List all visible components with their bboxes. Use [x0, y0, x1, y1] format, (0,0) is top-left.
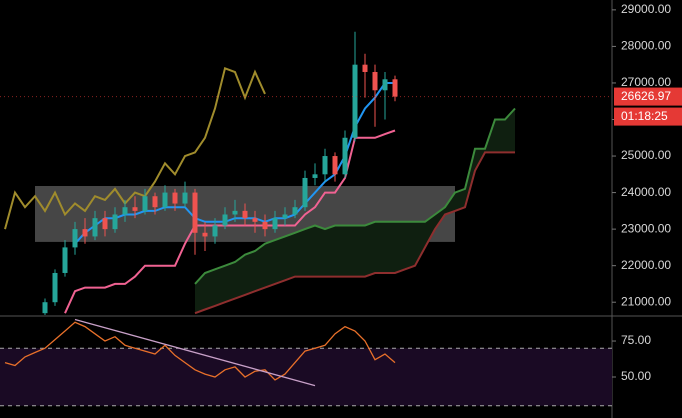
y-tick-label: 23000.00 — [621, 221, 671, 235]
candle-body — [312, 174, 318, 178]
candle-body — [92, 218, 98, 237]
candle-body — [282, 214, 288, 219]
candle-body — [52, 272, 58, 303]
candle-body — [342, 137, 348, 175]
candle-body — [102, 218, 108, 230]
y-tick-label: 29000.00 — [621, 2, 671, 16]
candle-body — [232, 210, 238, 215]
indicator-line — [194, 151, 515, 315]
candle-body — [222, 214, 228, 226]
candle-body — [152, 196, 158, 208]
indicator-line — [4, 66, 266, 230]
rsi-line — [4, 321, 396, 381]
y-tick-label: 28000.00 — [621, 39, 671, 53]
candle-body — [72, 229, 78, 248]
last-price-label: 26626.97 — [621, 89, 671, 103]
axis-layer: 21000.00 22000.00 23000.00 24000.00 25000.00… — [612, 2, 682, 383]
candle-body — [252, 218, 258, 222]
candle-body — [242, 210, 248, 219]
candle-body — [322, 156, 328, 175]
candle-body — [352, 64, 358, 138]
candle-body — [142, 196, 148, 211]
y-tick-label: 21000.00 — [621, 294, 671, 308]
candle-body — [292, 207, 298, 215]
countdown-label: 01:18:25 — [621, 109, 668, 123]
candle-body — [332, 156, 338, 175]
indicator-line — [64, 129, 396, 314]
last-price-box — [614, 87, 682, 106]
candle-body — [42, 302, 48, 314]
candle-body — [112, 214, 118, 230]
rsi-band — [0, 348, 612, 406]
candle-body — [272, 218, 278, 230]
candle-body — [262, 221, 268, 230]
candle-body — [192, 192, 198, 233]
candle-body — [392, 79, 398, 97]
candle-body — [62, 247, 68, 273]
y-tick-label: 50.00 — [621, 369, 651, 383]
candle-body — [172, 192, 178, 204]
y-tick-label: 27000.00 — [621, 75, 671, 89]
candle-body — [372, 71, 378, 91]
candle-body — [302, 177, 308, 208]
candle-body — [362, 64, 368, 72]
y-tick-label: 75.00 — [621, 333, 651, 347]
candle-body — [132, 207, 138, 211]
candle-body — [82, 229, 88, 237]
candle-body — [202, 232, 208, 237]
plot-layer — [0, 31, 612, 407]
candle-body — [122, 207, 128, 215]
ichimoku-cloud — [195, 108, 515, 314]
countdown-box — [614, 107, 682, 126]
y-tick-label: 25000.00 — [621, 148, 671, 162]
indicator-line — [194, 107, 516, 285]
trend-line — [74, 318, 316, 387]
y-tick-label: 22000.00 — [621, 258, 671, 272]
candle-body — [382, 79, 388, 91]
candle-body — [162, 192, 168, 208]
y-tick-label: 24000.00 — [621, 185, 671, 199]
candle-body — [182, 192, 188, 204]
candle-body — [212, 225, 218, 237]
